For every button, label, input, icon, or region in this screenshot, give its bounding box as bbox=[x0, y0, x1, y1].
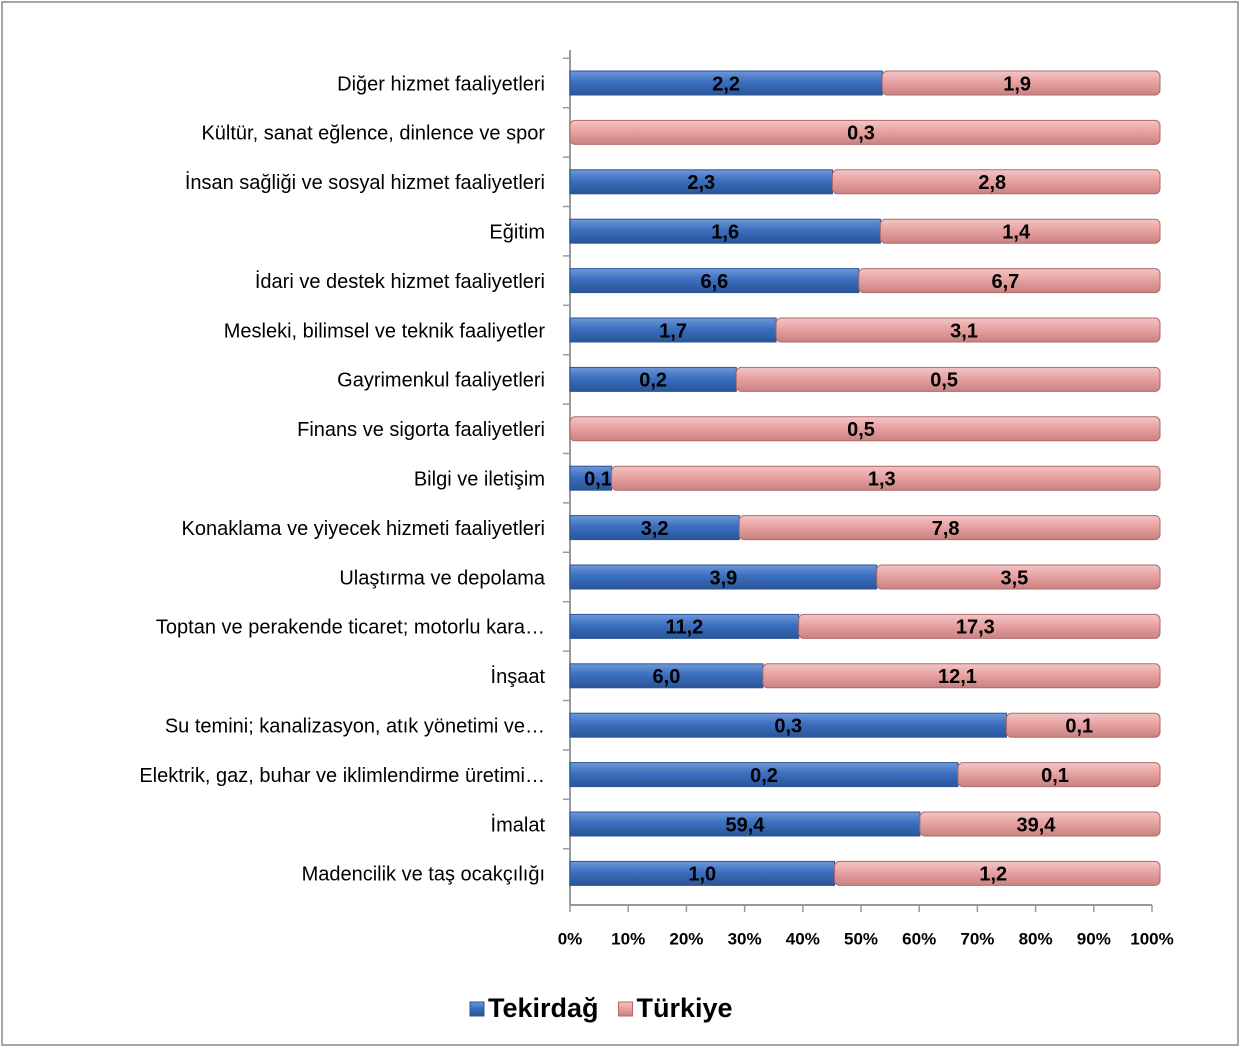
category-label: Eğitim bbox=[489, 221, 545, 243]
category-label: İnşaat bbox=[491, 665, 546, 688]
bar-segment bbox=[569, 712, 1007, 738]
value-label: 0,3 bbox=[774, 715, 802, 737]
x-tick-label: 80% bbox=[1019, 929, 1053, 948]
value-label: 59,4 bbox=[725, 814, 765, 836]
x-tick-label: 30% bbox=[728, 929, 762, 948]
bar-segment bbox=[831, 169, 1161, 195]
value-label: 0,2 bbox=[639, 370, 667, 392]
value-label: 6,6 bbox=[700, 271, 728, 293]
bar-segment bbox=[569, 860, 836, 886]
category-label: Ulaştırma ve depolama bbox=[339, 567, 546, 589]
category-label: Toptan ve perakende ticaret; motorlu kar… bbox=[156, 617, 545, 639]
value-label: 3,2 bbox=[641, 518, 669, 540]
bar-segment bbox=[569, 564, 878, 590]
category-label: İnsan sağliği ve sosyal hizmet faaliyetl… bbox=[185, 171, 545, 194]
value-label: 0,1 bbox=[584, 468, 612, 490]
value-label: 3,5 bbox=[1000, 567, 1028, 589]
legend-swatch bbox=[618, 1001, 634, 1017]
bar-segment bbox=[834, 860, 1161, 886]
category-label: Bilgi ve iletişim bbox=[414, 468, 545, 490]
value-label: 11,2 bbox=[665, 617, 703, 639]
bar-segment bbox=[569, 663, 764, 689]
category-label: Kültür, sanat eğlence, dinlence ve spor bbox=[201, 123, 545, 145]
value-label: 12,1 bbox=[938, 666, 977, 688]
value-label: 1,4 bbox=[1002, 221, 1031, 243]
value-label: 1,3 bbox=[868, 468, 896, 490]
x-tick-label: 70% bbox=[960, 929, 994, 948]
value-label: 6,7 bbox=[991, 271, 1019, 293]
bar-segment bbox=[569, 515, 740, 541]
bar-segment bbox=[762, 663, 1161, 689]
bar-segment bbox=[569, 268, 860, 294]
category-label: Gayrimenkul faaliyetleri bbox=[337, 370, 545, 392]
value-label: 6,0 bbox=[653, 666, 681, 688]
legend-label: Tekirdağ bbox=[488, 993, 599, 1023]
value-label: 17,3 bbox=[956, 617, 995, 639]
value-label: 1,6 bbox=[711, 221, 739, 243]
x-tick-label: 0% bbox=[558, 929, 583, 948]
bar-segment bbox=[569, 119, 1161, 145]
bar-segment bbox=[569, 317, 777, 343]
bar-segment bbox=[957, 762, 1161, 788]
bar-segment bbox=[858, 268, 1161, 294]
value-label: 0,2 bbox=[750, 765, 778, 787]
x-tick-label: 90% bbox=[1077, 929, 1111, 948]
value-label: 0,1 bbox=[1065, 715, 1093, 737]
value-label: 3,1 bbox=[950, 320, 978, 342]
legend-swatch bbox=[469, 1001, 485, 1017]
bar-segment bbox=[881, 70, 1161, 96]
bar-segment bbox=[569, 416, 1161, 442]
bar-segment bbox=[1006, 712, 1161, 738]
x-tick-label: 50% bbox=[844, 929, 878, 948]
bar-segment bbox=[569, 366, 737, 392]
bar-segment bbox=[876, 564, 1161, 590]
bar-segment bbox=[569, 465, 613, 491]
bar-segment bbox=[569, 811, 921, 837]
value-label: 3,9 bbox=[709, 567, 737, 589]
bar-segment bbox=[738, 515, 1161, 541]
bar-segment bbox=[569, 613, 800, 639]
value-label: 0,5 bbox=[930, 370, 958, 392]
value-label: 0,3 bbox=[847, 123, 875, 145]
legend-label: Türkiye bbox=[637, 993, 733, 1023]
bar-segment bbox=[569, 762, 959, 788]
category-label: Madencilik ve taş ocakçılığı bbox=[302, 864, 545, 886]
x-tick-label: 10% bbox=[611, 929, 645, 948]
category-label: Konaklama ve yiyecek hizmeti faaliyetler… bbox=[182, 518, 546, 540]
value-label: 1,0 bbox=[688, 864, 716, 886]
bar-segment bbox=[735, 366, 1161, 392]
x-tick-label: 20% bbox=[669, 929, 703, 948]
category-label: Su temini; kanalizasyon, atık yönetimi v… bbox=[165, 715, 545, 737]
bar-segment bbox=[569, 218, 881, 244]
value-label: 1,9 bbox=[1003, 73, 1031, 95]
bar-segment bbox=[919, 811, 1161, 837]
bar-segment bbox=[775, 317, 1161, 343]
bar-segment bbox=[569, 169, 833, 195]
x-tick-label: 100% bbox=[1130, 929, 1173, 948]
value-label: 7,8 bbox=[932, 518, 960, 540]
value-label: 2,8 bbox=[978, 172, 1006, 194]
value-label: 39,4 bbox=[1016, 814, 1056, 836]
category-label: İmalat bbox=[491, 813, 546, 836]
bar-segment bbox=[879, 218, 1161, 244]
value-label: 1,2 bbox=[979, 864, 1007, 886]
value-label: 2,3 bbox=[687, 172, 715, 194]
value-label: 2,2 bbox=[712, 73, 740, 95]
x-tick-label: 60% bbox=[902, 929, 936, 948]
category-label: Mesleki, bilimsel ve teknik faaliyetler bbox=[224, 320, 546, 342]
category-label: Diğer hizmet faaliyetleri bbox=[337, 73, 545, 95]
category-label: Elektrik, gaz, buhar ve iklimlendirme ür… bbox=[139, 765, 545, 787]
value-label: 0,5 bbox=[847, 419, 875, 441]
category-label: Finans ve sigorta faaliyetleri bbox=[297, 419, 545, 441]
value-label: 0,1 bbox=[1041, 765, 1069, 787]
x-tick-label: 40% bbox=[786, 929, 820, 948]
bar-segment bbox=[798, 613, 1161, 639]
category-label: İdari ve destek hizmet faaliyetleri bbox=[255, 270, 545, 293]
value-label: 1,7 bbox=[659, 320, 687, 342]
bar-segment bbox=[611, 465, 1161, 491]
